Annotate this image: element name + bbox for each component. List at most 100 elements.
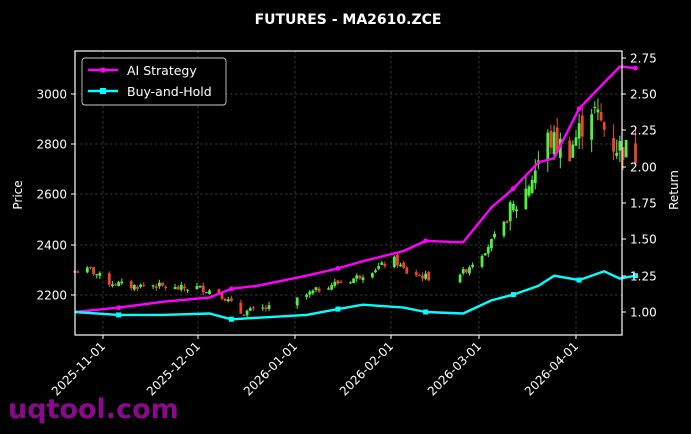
candle-body (471, 264, 475, 267)
candle-body (154, 286, 158, 289)
candle-body (132, 284, 136, 290)
ai-strategy-marker (633, 65, 638, 71)
right-tick-label: 2.00 (630, 161, 657, 175)
candle-body (349, 282, 352, 284)
candle-body (314, 287, 318, 290)
candle-body (458, 274, 462, 283)
candle-body (374, 270, 377, 273)
candle-body (308, 291, 312, 295)
candle-body (201, 285, 205, 293)
candle-body (515, 209, 518, 212)
candle-body (261, 307, 265, 309)
candle-body (505, 221, 509, 223)
ai-strategy-marker (510, 186, 516, 191)
right-tick-label: 2.50 (630, 88, 657, 102)
candle-body (424, 273, 428, 279)
legend-item-ai-strategy: AI Strategy (88, 63, 197, 78)
y-axis-label-price: Price (11, 180, 25, 209)
candle-body (139, 284, 142, 287)
candle-body (421, 275, 424, 279)
candle-body (396, 254, 399, 266)
candle-body (377, 266, 381, 269)
candle-body (336, 280, 340, 284)
candle-body (399, 264, 402, 267)
candle-body (580, 115, 584, 137)
candle-body (402, 262, 406, 268)
candle-body (107, 273, 111, 285)
candle-body (120, 281, 124, 284)
candle-body (527, 186, 531, 196)
candle-body (355, 275, 359, 279)
candle-body (577, 123, 581, 139)
y-axis-label-return: Return (667, 170, 681, 210)
legend-marker-icon (100, 88, 106, 94)
candle-body (311, 290, 315, 294)
ai-strategy-marker (335, 266, 341, 271)
right-tick-label: 1.25 (630, 270, 657, 284)
x-tick-label: 2026-02-01 (337, 339, 396, 398)
candle-body (339, 281, 343, 283)
candle-body (327, 288, 330, 290)
candle-body (483, 253, 487, 256)
candle-body (157, 282, 161, 287)
candle-body (549, 130, 553, 148)
candle-body (208, 290, 211, 294)
candle-body (383, 264, 387, 267)
candle-body (223, 298, 227, 301)
candle-body (370, 273, 374, 278)
candle-body (405, 267, 409, 274)
candle-body (461, 269, 465, 274)
legend: AI Strategy Buy-and-Hold (81, 57, 227, 106)
candle-body (571, 144, 575, 158)
right-tick-label: 2.75 (630, 52, 657, 66)
candle-body (493, 233, 496, 238)
candle-body (392, 256, 396, 268)
right-tick-label: 1.75 (630, 197, 657, 211)
candle-body (98, 272, 102, 276)
candle-body (198, 285, 202, 288)
left-tick-label: 2800 (36, 138, 67, 152)
candle-body (624, 139, 628, 158)
buy-and-hold-marker (116, 312, 122, 318)
x-tick-label: 2025-11-01 (49, 339, 108, 398)
buy-and-hold-marker (423, 309, 429, 315)
candle-body (352, 278, 355, 284)
candle-body (330, 285, 334, 290)
candle-body (239, 302, 243, 314)
candle-body (220, 293, 224, 299)
candle-body (555, 127, 559, 152)
x-tick-label: 2026-04-01 (522, 339, 581, 398)
candle-body (89, 266, 92, 268)
x-axis: 2025-11-01 2025-12-01 2026-01-01 2026-02-01… (49, 335, 581, 398)
candle-body (333, 281, 337, 286)
candle-body (533, 170, 537, 184)
candle-body (217, 289, 221, 294)
ai-strategy-line (74, 65, 636, 314)
candle-body (129, 281, 133, 289)
candle-body (486, 247, 490, 254)
right-tick-label: 1.00 (630, 306, 657, 320)
candle-body (114, 284, 117, 286)
candle-body (361, 277, 365, 280)
candle-body (358, 275, 362, 279)
candle-body (95, 274, 99, 276)
candle-body (117, 282, 121, 287)
candle-body (546, 132, 550, 162)
left-tick-label: 2400 (36, 239, 67, 253)
legend-item-buy-and-hold: Buy-and-Hold (88, 84, 212, 99)
candle-body (317, 288, 321, 292)
left-tick-label: 2200 (36, 289, 67, 303)
plot-frame (74, 50, 623, 336)
candle-body (264, 307, 268, 310)
buy-and-hold-line (74, 270, 636, 321)
candle-body (621, 147, 625, 160)
buy-and-hold-marker (576, 277, 582, 283)
candle-body (602, 122, 606, 130)
candle-body (142, 284, 146, 286)
candle-body (414, 272, 418, 276)
watermark: uqtool.com (8, 394, 179, 425)
candle-body (173, 287, 177, 290)
candle-body (599, 112, 603, 121)
candle-body (511, 203, 515, 211)
